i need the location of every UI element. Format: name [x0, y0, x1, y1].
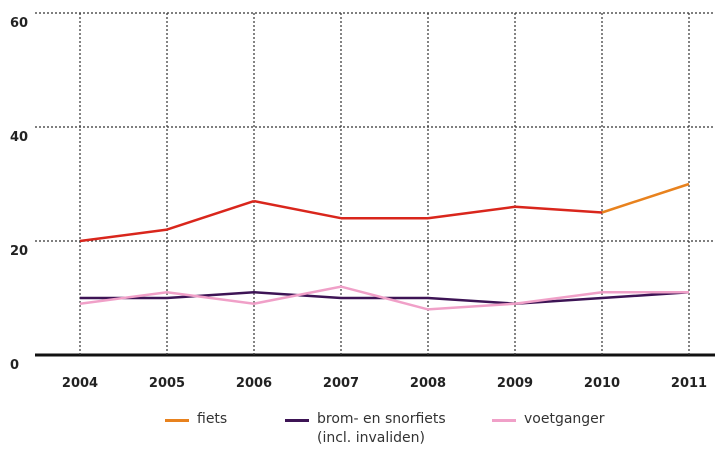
line — [79, 285, 689, 311]
legend-label: fiets — [197, 411, 228, 427]
x-tick-label: 2008 — [410, 376, 446, 391]
line-segment — [427, 205, 516, 220]
line-segment — [166, 199, 255, 231]
x-tick-label: 2006 — [236, 376, 272, 391]
y-tick-label: 20 — [10, 244, 28, 259]
line-segment — [79, 228, 168, 243]
x-tick-label: 2010 — [584, 376, 620, 391]
legend: fiets brom- en snorfiets (incl. invaliden… — [0, 410, 721, 450]
legend-label: voetganger — [524, 411, 605, 427]
line-segment — [253, 199, 342, 220]
legend-swatch — [165, 419, 189, 422]
legend-item: fiets — [165, 410, 227, 429]
x-tick-label: 2004 — [62, 376, 98, 391]
x-tick-label: 2009 — [497, 376, 533, 391]
legend-item: brom- en snorfiets (incl. invaliden) — [285, 410, 446, 448]
legend-item: voetganger — [492, 410, 605, 429]
x-tick-label: 2011 — [671, 376, 707, 391]
chart: 0 20 40 60 2004 2005 2006 2007 2008 2009 2010 2011 — [10, 12, 715, 391]
line-segment — [601, 182, 690, 214]
legend-label: brom- en snorfiets (incl. invaliden) — [317, 411, 446, 446]
line-segment — [514, 205, 603, 214]
y-tick-label: 0 — [10, 358, 19, 373]
y-tick-label: 40 — [10, 130, 28, 145]
legend-swatch — [285, 419, 309, 422]
x-tick-label: 2005 — [149, 376, 185, 391]
x-tick-label: 2007 — [323, 376, 359, 391]
legend-swatch — [492, 419, 516, 422]
y-tick-label: 60 — [10, 16, 28, 31]
